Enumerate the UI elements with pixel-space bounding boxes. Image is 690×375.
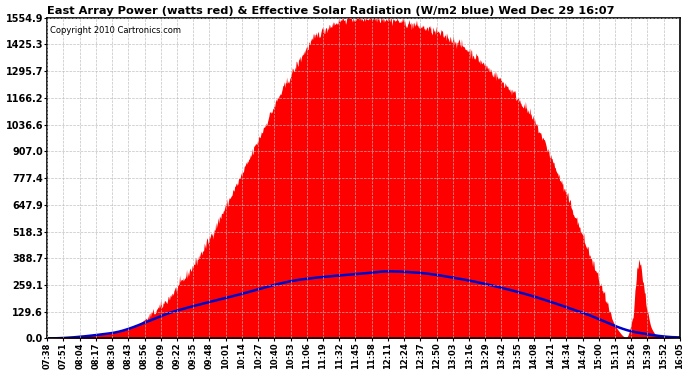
Text: Copyright 2010 Cartronics.com: Copyright 2010 Cartronics.com [50, 26, 181, 35]
Text: East Array Power (watts red) & Effective Solar Radiation (W/m2 blue) Wed Dec 29 : East Array Power (watts red) & Effective… [47, 6, 615, 15]
